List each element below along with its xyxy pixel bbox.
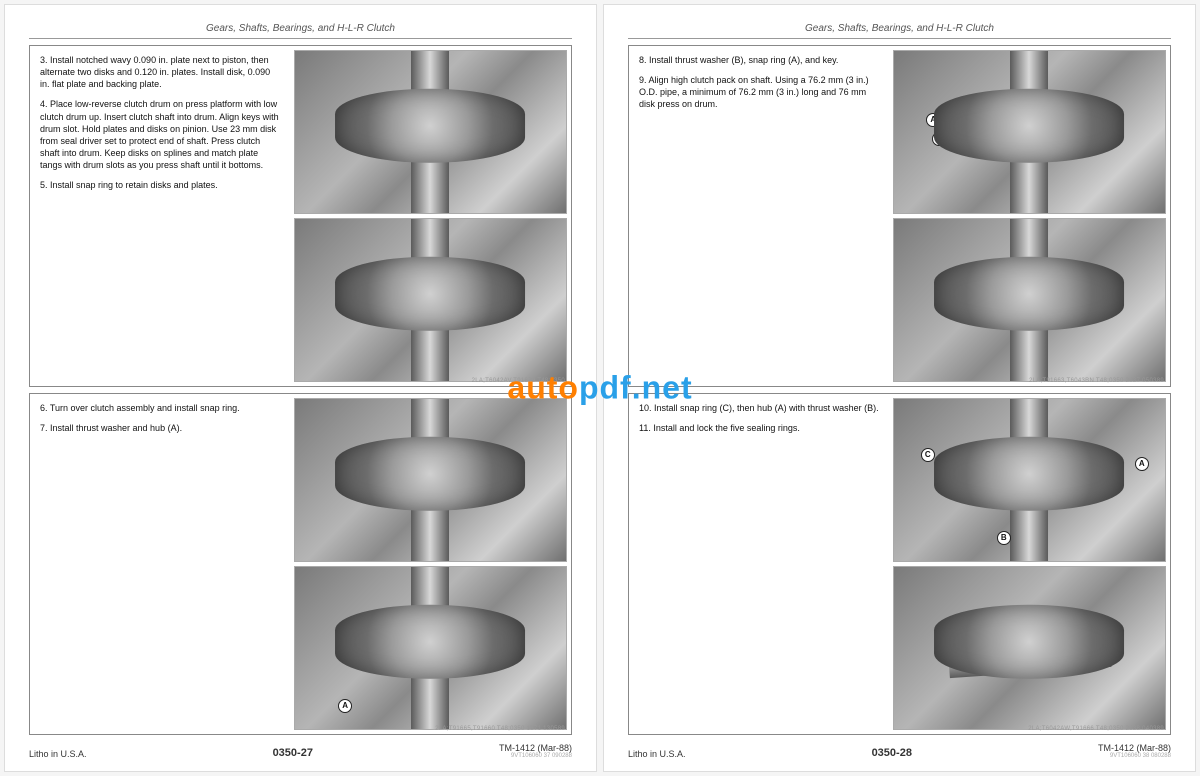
figure-ref: 2LA;T91665,T91660 T48;0350 1371 130589 bbox=[435, 726, 565, 732]
step-6: 6. Turn over clutch assembly and install… bbox=[40, 402, 280, 414]
figure-photo bbox=[294, 218, 567, 382]
right-page: Gears, Shafts, Bearings, and H-L-R Clutc… bbox=[603, 4, 1196, 772]
page-number: 0350-28 bbox=[872, 747, 912, 759]
instruction-text: 6. Turn over clutch assembly and install… bbox=[30, 394, 290, 734]
figure-photo bbox=[294, 50, 567, 214]
figure-photo bbox=[294, 398, 567, 562]
callout-a: A bbox=[926, 113, 940, 127]
doc-sub: 9VT106060 38 080288 bbox=[1098, 753, 1171, 759]
figure-ref: 2LA;T91663,T6043BN T48;0350 2037 050389 bbox=[1029, 378, 1164, 384]
page-header: Gears, Shafts, Bearings, and H-L-R Clutc… bbox=[628, 23, 1171, 39]
doc-sub: 9VT106060 37 090288 bbox=[499, 753, 572, 759]
page-spread: Gears, Shafts, Bearings, and H-L-R Clutc… bbox=[0, 0, 1200, 776]
section-top: 3. Install notched wavy 0.090 in. plate … bbox=[29, 45, 572, 387]
page-header: Gears, Shafts, Bearings, and H-L-R Clutc… bbox=[29, 23, 572, 39]
figure-photo: A B bbox=[893, 50, 1166, 214]
image-column: A bbox=[290, 394, 571, 734]
step-5: 5. Install snap ring to retain disks and… bbox=[40, 179, 280, 191]
litho-label: Litho in U.S.A. bbox=[628, 749, 686, 759]
page-footer: Litho in U.S.A. 0350-27 TM-1412 (Mar-88)… bbox=[29, 737, 572, 759]
doc-id: TM-1412 (Mar-88) 9VT106060 38 080288 bbox=[1098, 743, 1171, 759]
image-column bbox=[290, 46, 571, 386]
callout-a: A bbox=[338, 699, 352, 713]
image-column: A B bbox=[889, 46, 1170, 386]
step-7: 7. Install thrust washer and hub (A). bbox=[40, 422, 280, 434]
figure-photo bbox=[893, 218, 1166, 382]
figure-photo: C A B bbox=[893, 398, 1166, 562]
instruction-text: 8. Install thrust washer (B), snap ring … bbox=[629, 46, 889, 386]
callout-b: B bbox=[997, 531, 1011, 545]
step-4: 4. Place low-reverse clutch drum on pres… bbox=[40, 98, 280, 171]
section-top: 8. Install thrust washer (B), snap ring … bbox=[628, 45, 1171, 387]
image-column: C A B bbox=[889, 394, 1170, 734]
page-footer: Litho in U.S.A. 0350-28 TM-1412 (Mar-88)… bbox=[628, 737, 1171, 759]
figure-photo: A bbox=[294, 566, 567, 730]
figure-ref: 2LA;T6042AV,T91679 T48;0350 bbox=[472, 378, 565, 384]
instruction-text: 3. Install notched wavy 0.090 in. plate … bbox=[30, 46, 290, 386]
callout-a: A bbox=[1135, 457, 1149, 471]
litho-label: Litho in U.S.A. bbox=[29, 749, 87, 759]
figure-photo bbox=[893, 566, 1166, 730]
section-bottom: 6. Turn over clutch assembly and install… bbox=[29, 393, 572, 735]
left-page: Gears, Shafts, Bearings, and H-L-R Clutc… bbox=[4, 4, 597, 772]
callout-b: B bbox=[932, 132, 946, 146]
step-8: 8. Install thrust washer (B), snap ring … bbox=[639, 54, 879, 66]
step-9: 9. Align high clutch pack on shaft. Usin… bbox=[639, 74, 879, 110]
step-10: 10. Install snap ring (C), then hub (A) … bbox=[639, 402, 879, 414]
step-3: 3. Install notched wavy 0.090 in. plate … bbox=[40, 54, 280, 90]
section-bottom: 10. Install snap ring (C), then hub (A) … bbox=[628, 393, 1171, 735]
page-number: 0350-27 bbox=[273, 747, 313, 759]
callout-c: C bbox=[921, 448, 935, 462]
doc-code: TM-1412 (Mar-88) bbox=[1098, 743, 1171, 753]
instruction-text: 10. Install snap ring (C), then hub (A) … bbox=[629, 394, 889, 734]
doc-id: TM-1412 (Mar-88) 9VT106060 37 090288 bbox=[499, 743, 572, 759]
figure-ref: 2LA;T6042AW,T91666 T48;0350 2038 040389 bbox=[1028, 726, 1164, 732]
step-11: 11. Install and lock the five sealing ri… bbox=[639, 422, 879, 434]
doc-code: TM-1412 (Mar-88) bbox=[499, 743, 572, 753]
